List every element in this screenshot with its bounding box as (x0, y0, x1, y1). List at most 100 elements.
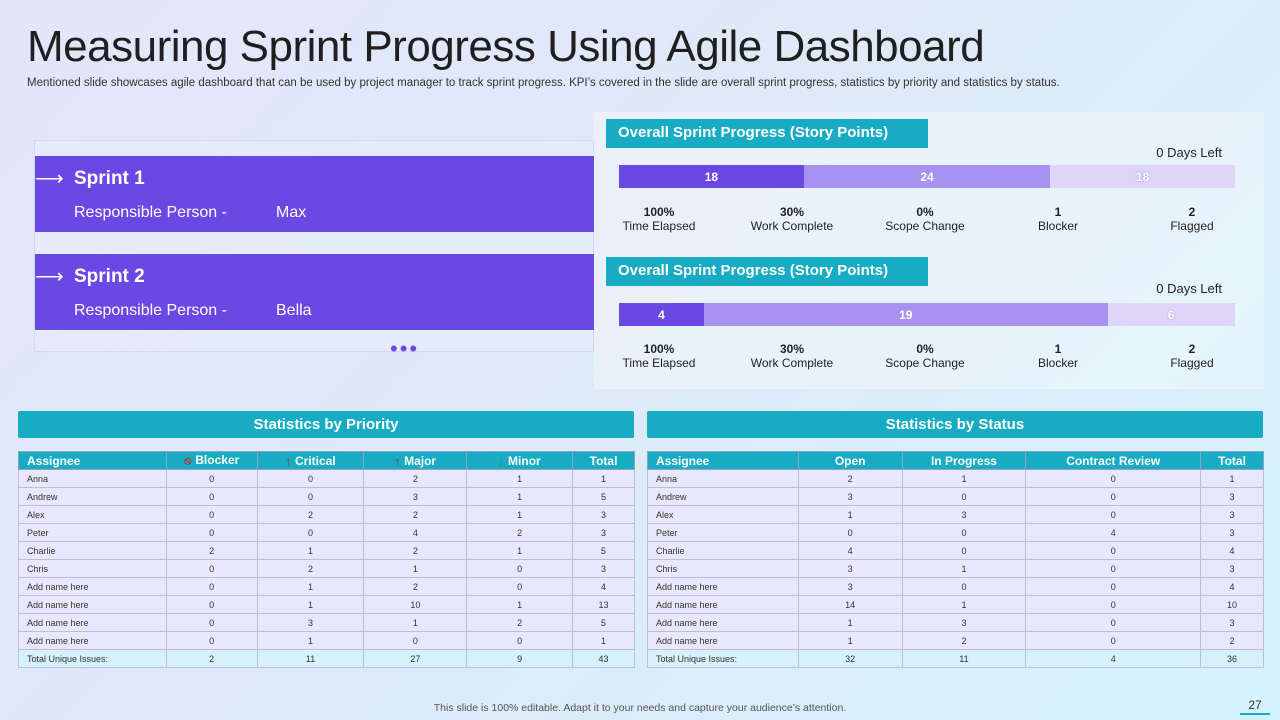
table-cell: 4 (1025, 523, 1202, 542)
table-cell: 0 (363, 631, 468, 650)
table-cell: 3 (901, 505, 1027, 524)
table-row: Anna 2 1 0 1 (647, 469, 1264, 488)
table-cell: 1 (1200, 469, 1264, 488)
table-cell: Peter (18, 523, 167, 542)
table-cell: 11 (256, 649, 365, 668)
table-row: Peter 0 0 4 3 (647, 523, 1264, 542)
table-cell: 4 (363, 523, 468, 542)
progress-segment-todo: 18 (1050, 165, 1235, 188)
table-cell: 1 (572, 631, 635, 650)
column-header: ⦸ Blocker (165, 451, 258, 470)
status-header: Statistics by Status (647, 411, 1263, 438)
table-cell: 1 (256, 577, 365, 596)
kpi-scope-change: 0% Scope Change (885, 342, 965, 370)
progress-segment-in-progress: 24 (803, 165, 1051, 188)
kpi-blocker: 1 Blocker (1037, 205, 1078, 233)
table-cell: 2 (165, 541, 258, 560)
table-cell: 3 (363, 487, 468, 506)
kpi-blocker: 1 Blocker (1037, 342, 1078, 370)
table-cell: 0 (1025, 595, 1202, 614)
table-cell: 1 (572, 469, 635, 488)
table-cell: 1 (797, 613, 903, 632)
table-cell: 2 (363, 577, 468, 596)
table-cell: 0 (165, 577, 258, 596)
table-cell: 1 (901, 559, 1027, 578)
table-cell: Add name here (18, 613, 167, 632)
table-cell: 0 (165, 469, 258, 488)
table-cell: Peter (647, 523, 799, 542)
table-cell: 3 (1200, 523, 1264, 542)
table-cell: Add name here (18, 595, 167, 614)
table-row: Alex 0 2 2 1 3 (18, 505, 635, 524)
kpi-work-complete: 30% Work Complete (750, 205, 834, 233)
kpi-flagged: 2 Flagged (1170, 342, 1214, 370)
progress-segment-done: 18 (619, 165, 804, 188)
column-header: Assignee (647, 451, 799, 470)
sprint-card-2[interactable]: ⟶ Sprint 2 Responsible Person - Bella (35, 254, 594, 330)
column-header: ↓ Minor (466, 451, 574, 470)
table-row: Peter 0 0 4 2 3 (18, 523, 635, 542)
progress-segment-in-progress: 19 (703, 303, 1108, 326)
table-cell: Chris (18, 559, 167, 578)
progress-segment-todo: 6 (1107, 303, 1235, 326)
table-cell: 32 (797, 649, 903, 668)
table-row: Chris 0 2 1 0 3 (18, 559, 635, 578)
column-header: In Progress (901, 451, 1027, 470)
table-cell: 1 (256, 595, 365, 614)
table-cell: 0 (165, 505, 258, 524)
table-cell: 2 (1200, 631, 1264, 650)
table-cell: 1 (797, 631, 903, 650)
table-cell: Andrew (647, 487, 799, 506)
table-cell: 1 (466, 469, 574, 488)
table-cell: Add name here (647, 595, 799, 614)
table-cell: Alex (647, 505, 799, 524)
page-number: 27 (1240, 698, 1270, 715)
kpi-scope-change: 0% Scope Change (885, 205, 965, 233)
kpi-time-elapsed: 100% Time Elapsed (622, 205, 696, 233)
table-cell: 0 (256, 523, 365, 542)
table-cell: 1 (466, 505, 574, 524)
sprint-card-1[interactable]: ⟶ Sprint 1 Responsible Person - Max (35, 156, 594, 232)
column-header: Open (797, 451, 903, 470)
arrow-right-icon: ⟶ (35, 168, 64, 190)
table-cell: Anna (647, 469, 799, 488)
table-cell: 5 (572, 613, 635, 632)
table-total-row: Total Unique Issues: 32 11 4 36 (647, 649, 1264, 668)
table-row: Add name here 0 3 1 2 5 (18, 613, 635, 632)
priority-table: Assignee ⦸ Blocker ↑ Critical ↑ Major ↓ Minor Tot… (18, 451, 635, 668)
table-cell: Add name here (18, 631, 167, 650)
progress-header-1: Overall Sprint Progress (Story Points) (606, 119, 928, 148)
table-cell: 0 (165, 595, 258, 614)
responsible-person: Bella (276, 302, 312, 319)
days-left-1: 0 Days Left (1156, 145, 1222, 160)
table-cell: 0 (466, 559, 574, 578)
table-cell: 2 (797, 469, 903, 488)
table-cell: 0 (901, 541, 1027, 560)
table-cell: 4 (1025, 649, 1202, 668)
column-header: ↑ Critical (256, 451, 365, 470)
more-dots-icon: ••• (390, 336, 420, 361)
table-cell: 2 (256, 559, 365, 578)
table-cell: Total Unique Issues: (18, 649, 167, 668)
table-cell: 0 (1025, 577, 1202, 596)
responsible-person: Max (276, 204, 307, 221)
table-cell: 3 (797, 559, 903, 578)
table-cell: 0 (1025, 613, 1202, 632)
responsible-label: Responsible Person - (74, 204, 227, 221)
kpi-time-elapsed: 100% Time Elapsed (622, 342, 696, 370)
table-cell: 1 (901, 469, 1027, 488)
table-cell: 2 (363, 505, 468, 524)
table-cell: 3 (572, 505, 635, 524)
table-cell: 2 (256, 505, 365, 524)
table-cell: 0 (165, 631, 258, 650)
slide-subtitle: Mentioned slide showcases agile dashboar… (27, 77, 1060, 89)
table-cell: 1 (466, 487, 574, 506)
table-cell: 1 (256, 631, 365, 650)
sprint-name: Sprint 1 (74, 168, 145, 189)
table-total-row: Total Unique Issues: 2 11 27 9 43 (18, 649, 635, 668)
table-row: Add name here 14 1 0 10 (647, 595, 1264, 614)
arrow-up-icon: ↑ (394, 455, 401, 468)
table-cell: 4 (1200, 577, 1264, 596)
table-row: Andrew 3 0 0 3 (647, 487, 1264, 506)
table-cell: 0 (901, 523, 1027, 542)
